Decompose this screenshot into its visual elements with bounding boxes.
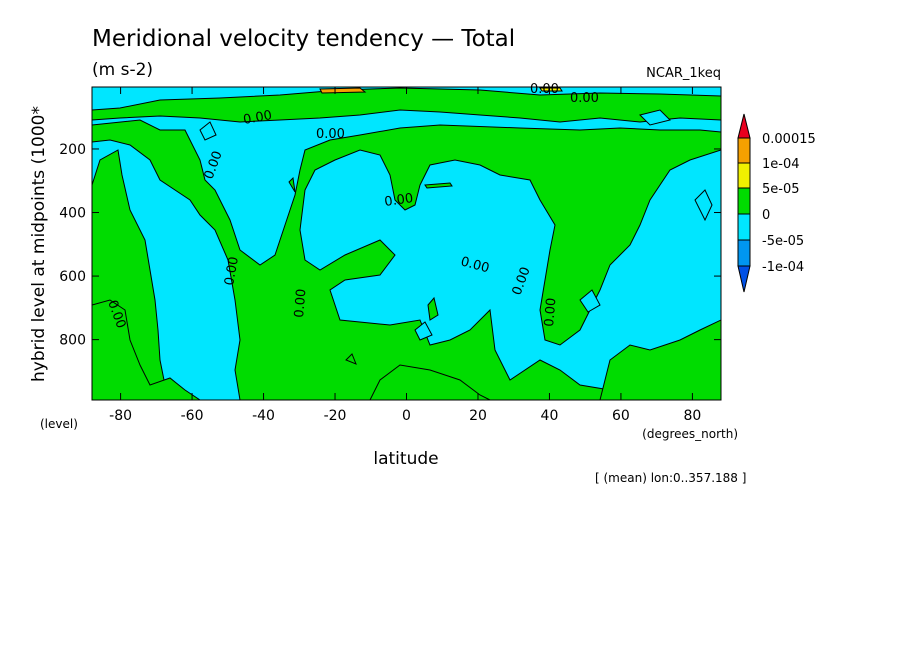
region-nh-right-lower (599, 319, 721, 400)
islet-1 (427, 296, 439, 321)
island-2 (414, 321, 433, 341)
y-tick-label: 800 (59, 333, 86, 349)
colorbar-arrow-top (737, 113, 751, 139)
colorbar-swatch (737, 213, 751, 241)
contour-label: 0.00 (542, 297, 559, 327)
x-tick-label: 80 (683, 408, 701, 424)
y-axis-units: (level) (40, 417, 78, 431)
x-tick-label: 20 (469, 408, 487, 424)
sliver-yellow (539, 87, 563, 92)
colorbar-label: 1e-04 (762, 157, 800, 172)
contour-label: 0.00 (570, 91, 599, 106)
dataset-label: NCAR_1keq (646, 66, 721, 81)
colorbar-swatch (737, 187, 751, 215)
region-sh-lower-left (92, 299, 201, 400)
colorbar-swatch (737, 137, 751, 164)
sliver-orange (319, 87, 367, 94)
x-tick-label: 0 (402, 408, 411, 424)
y-axis: 200 400 600 800 (59, 142, 721, 349)
x-axis: -80 -60 -40 -20 0 20 40 60 80 (109, 87, 701, 424)
x-axis-label: latitude (373, 449, 438, 469)
contour-label: 0.00 (222, 256, 242, 287)
x-tick-label: -40 (252, 408, 275, 424)
contour-label: 0.00 (459, 254, 491, 276)
plot-area: 0.00 0.00 0.00 0.00 0.00 0.00 0.00 0.00 … (59, 82, 722, 424)
colorbar-label: 0 (762, 208, 770, 223)
contour-label: 0.00 (383, 191, 414, 210)
top-slivers (319, 87, 563, 94)
island-4 (579, 289, 601, 313)
positive-islands (288, 176, 453, 365)
y-tick-label: 600 (59, 269, 86, 285)
colorbar-arrow-bottom (737, 265, 751, 293)
x-tick-label: -60 (181, 408, 204, 424)
colorbar-swatch (737, 239, 751, 267)
contour-label: 0.00 (292, 288, 309, 318)
x-tick-label: 60 (612, 408, 630, 424)
contour-label: 0.00 (242, 108, 273, 128)
islet-2 (345, 353, 357, 365)
contour-label: 0.00 (316, 127, 345, 142)
footnote: [ (mean) lon:0..357.188 ] (595, 471, 746, 485)
colorbar-label: 0.00015 (762, 132, 816, 147)
y-axis-label: hybrid level at midpoints (1000* (29, 106, 49, 382)
x-tick-label: -80 (109, 408, 132, 424)
x-tick-label: 40 (541, 408, 559, 424)
region-nh-lower (369, 364, 491, 400)
colorbar-swatch (737, 162, 751, 189)
x-tick-label: -20 (324, 408, 347, 424)
islet-4 (424, 182, 453, 189)
positive-regions (92, 87, 721, 400)
island-1 (694, 189, 713, 222)
negative-islands (199, 109, 713, 341)
colorbar-label: 5e-05 (762, 182, 800, 197)
colorbar-label: -1e-04 (762, 260, 804, 275)
colorbar-label: -5e-05 (762, 234, 804, 249)
x-axis-units: (degrees_north) (642, 427, 738, 441)
islet-3 (288, 176, 296, 193)
contour-label: 0.00 (530, 82, 559, 97)
chart-title: Meridional velocity tendency — Total (92, 26, 515, 52)
chart-subtitle: (m s-2) (92, 60, 153, 80)
island-3 (199, 121, 217, 141)
y-tick-label: 400 (59, 206, 86, 222)
colorbar-labels: 0.00015 1e-04 5e-05 0 -5e-05 -1e-04 (762, 132, 816, 275)
y-tick-label: 200 (59, 142, 86, 158)
island-5 (639, 109, 671, 126)
colorbar: 0.00015 1e-04 5e-05 0 -5e-05 -1e-04 (737, 113, 816, 293)
